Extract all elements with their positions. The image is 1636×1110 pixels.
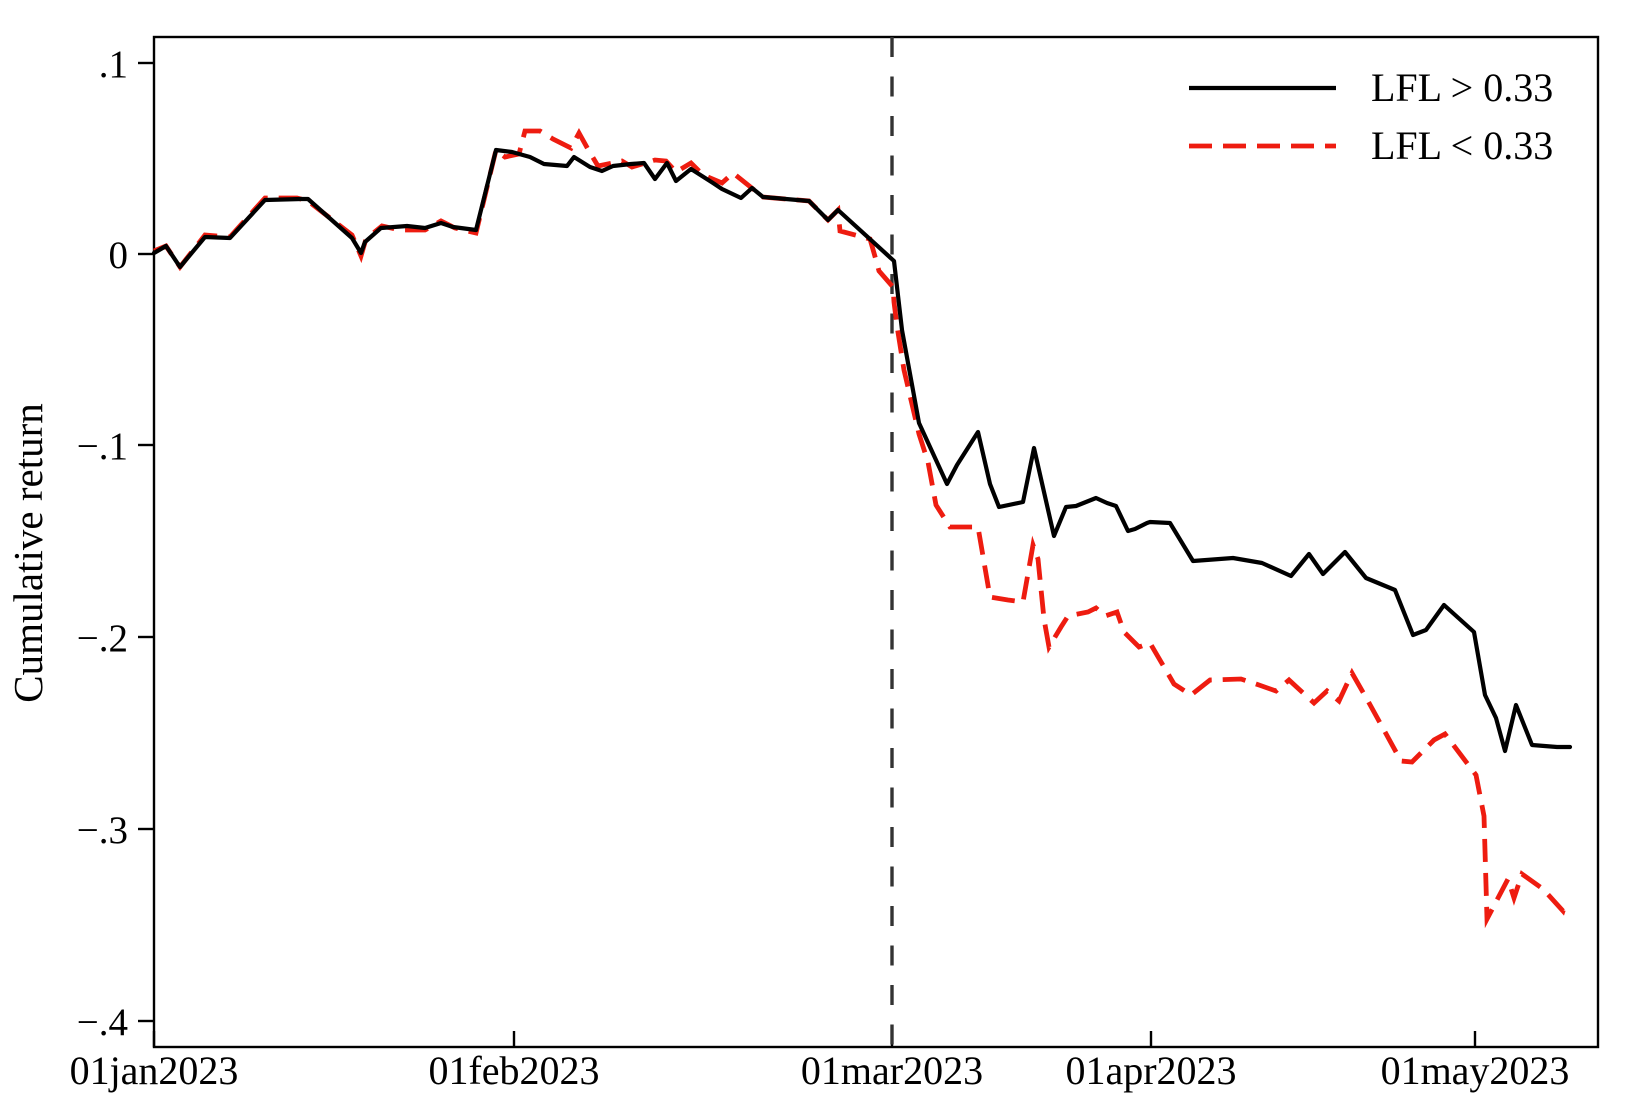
- svg-text:.1: .1: [99, 43, 128, 86]
- svg-text:01may2023: 01may2023: [1381, 1048, 1570, 1093]
- svg-text:−.4: −.4: [77, 1001, 128, 1044]
- svg-text:01jan2023: 01jan2023: [70, 1048, 239, 1093]
- svg-text:01apr2023: 01apr2023: [1065, 1048, 1236, 1093]
- svg-text:−.1: −.1: [77, 425, 128, 468]
- svg-text:−.2: −.2: [77, 617, 128, 660]
- svg-text:−.3: −.3: [77, 809, 128, 852]
- svg-text:01mar2023: 01mar2023: [801, 1048, 983, 1093]
- svg-text:LFL < 0.33: LFL < 0.33: [1371, 123, 1553, 168]
- svg-text:LFL > 0.33: LFL > 0.33: [1371, 65, 1553, 110]
- svg-text:01feb2023: 01feb2023: [428, 1048, 599, 1093]
- svg-text:0: 0: [109, 234, 129, 277]
- svg-text:Cumulative return: Cumulative return: [5, 403, 51, 702]
